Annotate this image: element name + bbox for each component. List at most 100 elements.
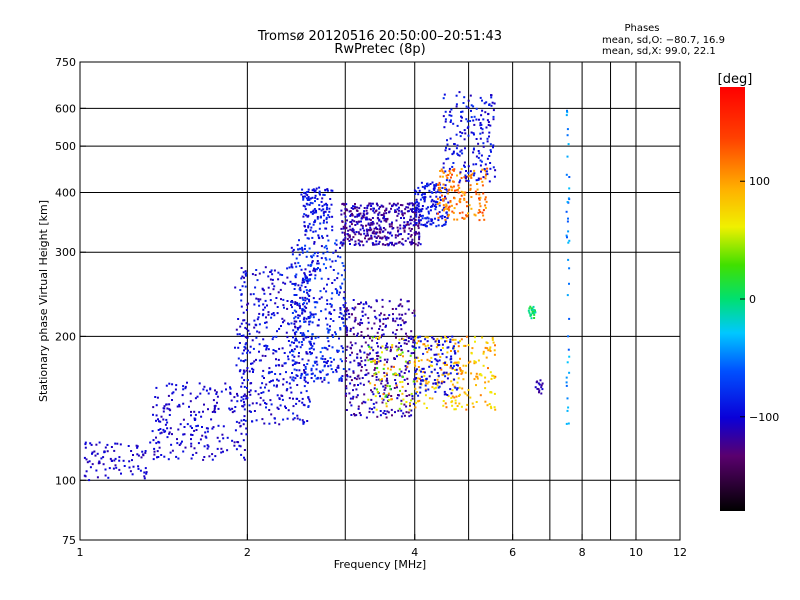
data-point [242,369,245,372]
data-point [400,402,403,405]
data-point [303,316,306,319]
data-point [435,206,438,208]
data-point [446,351,449,354]
data-point [376,361,379,363]
data-point [484,381,487,384]
data-point [374,359,376,362]
data-point [365,302,368,305]
data-point [420,370,422,373]
data-point [436,378,439,381]
data-point [399,224,402,227]
data-point [327,239,330,242]
data-point [183,426,186,428]
data-point [304,225,306,228]
data-point [438,181,441,184]
data-point [328,344,331,347]
data-point [454,361,457,364]
data-point [160,431,163,434]
data-point [358,362,361,365]
data-point [304,286,307,288]
data-point [311,261,314,264]
data-point [443,208,446,210]
data-point [413,189,416,192]
data-point [304,336,307,339]
data-point [181,440,183,443]
data-point [456,144,459,147]
data-point [301,397,304,400]
data-point [378,318,381,321]
data-point [251,420,254,423]
data-point [340,376,343,379]
data-point [463,198,466,201]
data-point [390,234,393,237]
data-point [188,405,190,408]
data-point [294,284,297,287]
data-point [349,341,352,344]
data-point [234,406,237,408]
data-point [372,231,374,234]
data-point [351,212,353,215]
data-point [489,350,492,352]
data-point [443,390,446,393]
data-point [397,230,399,233]
data-point [386,346,389,349]
data-point [143,477,146,480]
data-point [377,371,380,374]
data-point [388,232,391,235]
data-point [354,224,357,226]
data-point [240,299,243,302]
data-point [263,422,266,425]
data-point [414,243,417,246]
data-point [252,347,255,350]
data-point [282,383,285,386]
data-point [400,399,403,402]
data-point [244,273,247,276]
data-point [387,317,389,320]
data-point [465,364,468,367]
data-point [380,336,382,339]
data-point [349,397,352,400]
data-point [403,221,406,224]
data-point [440,337,443,340]
data-point [239,289,242,291]
data-point [106,450,109,453]
data-point [457,184,460,187]
data-point [463,164,465,167]
data-point [280,325,282,327]
data-point [433,205,436,208]
data-point [399,389,401,392]
data-point [304,208,307,211]
data-point [373,335,376,338]
data-point [153,447,156,450]
data-point [363,232,366,235]
data-point [397,409,400,412]
data-point [397,304,400,307]
data-point [370,234,373,237]
data-point [290,341,293,344]
data-point [444,375,447,378]
data-point [494,344,496,347]
data-point [417,205,420,208]
data-point [265,346,268,349]
data-point [304,275,307,278]
data-point [478,197,480,200]
data-point [298,326,301,329]
data-point [262,369,265,372]
data-point [475,372,478,375]
data-point [391,227,394,230]
data-point [412,352,415,354]
data-point [285,389,288,392]
data-point [340,213,343,216]
data-point [436,201,439,204]
data-point [455,395,458,398]
data-point [309,201,312,204]
data-point [394,320,397,323]
data-point [386,410,389,413]
data-point [426,358,429,361]
data-point [475,384,477,387]
data-point [397,234,399,237]
data-point [265,316,267,319]
data-point [394,411,396,414]
data-point [445,204,448,207]
data-point [405,401,408,403]
